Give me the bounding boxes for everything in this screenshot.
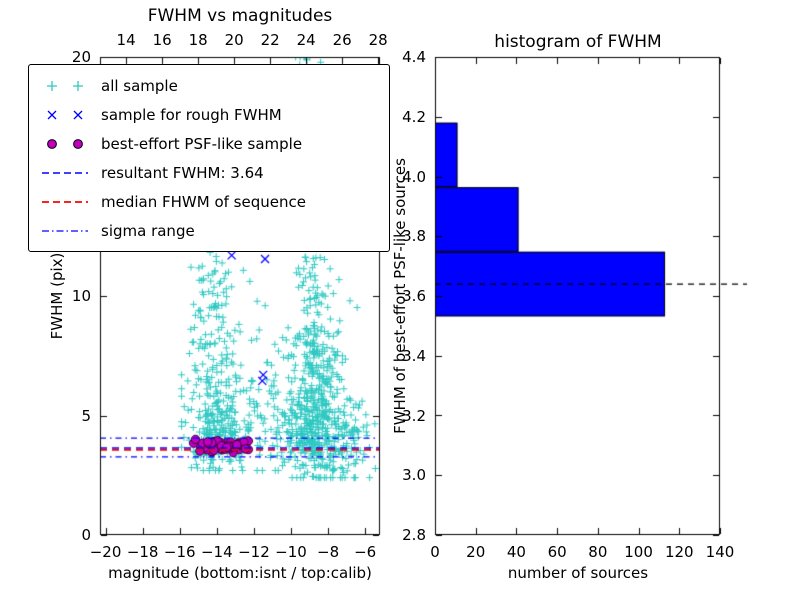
legend-item-psf-sample: best-effort PSF-like sample [39,129,379,158]
legend-item-median-fwhm: median FHWM of sequence [39,187,379,216]
histogram-y-tick-label: 4.0 [402,167,426,186]
scatter-y-tick-label: 10 [71,287,91,305]
histogram-y-tick-label: 3.8 [402,227,426,246]
histogram-x-tick-label: 120 [664,543,694,561]
legend-label: median FHWM of sequence [101,192,306,211]
histogram-y-tick-label: 3.0 [402,466,426,485]
dashed-line-icon [42,171,88,174]
circle-markers-icon [47,138,83,149]
scatter-top-x-tick-label: 22 [260,31,280,49]
legend-item-resultant-fwhm: resultant FWHM: 3.64 [39,158,379,187]
scatter-x-tick-label: −6 [354,543,377,561]
histogram-x-tick-label: 80 [588,543,608,561]
legend-item-all-sample: all sample [39,71,379,100]
dashdot-line-icon [42,229,88,232]
histogram-x-tick-label: 20 [466,543,486,561]
histogram-xlabel: number of sources [507,564,649,582]
scatter-top-x-tick-label: 24 [296,31,316,49]
histogram-y-tick-label: 2.8 [402,526,426,544]
scatter-ylabel: FWHM (pix) [48,252,66,340]
scatter-x-tick-label: −18 [126,543,159,561]
scatter-top-x-tick-label: 18 [188,31,208,49]
scatter-x-tick-label: −16 [163,543,196,561]
histogram-x-tick-label: 140 [705,543,735,561]
scatter-x-tick-label: −8 [317,543,340,561]
scatter-x-tick-label: −12 [238,543,270,561]
scatter-top-x-tick-label: 16 [152,31,172,49]
histogram-y-tick-label: 3.2 [402,406,426,425]
scatter-y-tick-label: 5 [81,406,91,425]
histogram-x-tick-label: 40 [506,543,526,561]
legend-label: best-effort PSF-like sample [101,134,303,153]
histogram-title: histogram of FWHM [494,32,662,52]
scatter-top-x-tick-label: 28 [368,31,388,49]
legend-label: resultant FWHM: 3.64 [101,163,264,182]
histogram-y-tick-label: 3.4 [402,346,426,365]
histogram-x-tick-label: 0 [430,543,440,561]
histogram-y-tick-label: 4.2 [402,107,426,126]
histogram-y-tick-label: 4.4 [402,48,426,66]
scatter-title: FWHM vs magnitudes [147,6,333,26]
legend-item-rough-fwhm-sample: sample for rough FWHM [39,100,379,129]
histogram-y-tick-label: 3.6 [402,287,426,305]
legend-item-sigma-range: sigma range [39,216,379,245]
histogram-x-tick-label: 60 [547,543,567,561]
scatter-y-tick-label: 0 [81,526,91,544]
legend-label: sample for rough FWHM [101,105,282,124]
legend-label: all sample [101,76,178,95]
plus-markers-icon [47,80,83,91]
legend-label: sigma range [101,221,195,240]
scatter-xlabel: magnitude (bottom:isnt / top:calib) [108,564,372,582]
scatter-y-tick-label: 20 [71,48,91,66]
scatter-x-tick-label: −14 [200,543,233,561]
dashed-line-icon [42,200,88,203]
scatter-top-x-tick-label: 14 [116,31,136,49]
x-markers-icon [47,110,83,119]
scatter-x-tick-label: −10 [275,543,307,561]
scatter-top-x-tick-label: 20 [224,31,244,49]
histogram-x-tick-label: 100 [624,543,653,561]
scatter-top-x-tick-label: 26 [332,31,352,49]
legend: all sample sample for rough FWHM best-ef… [28,64,390,252]
scatter-x-tick-label: −20 [89,543,122,561]
